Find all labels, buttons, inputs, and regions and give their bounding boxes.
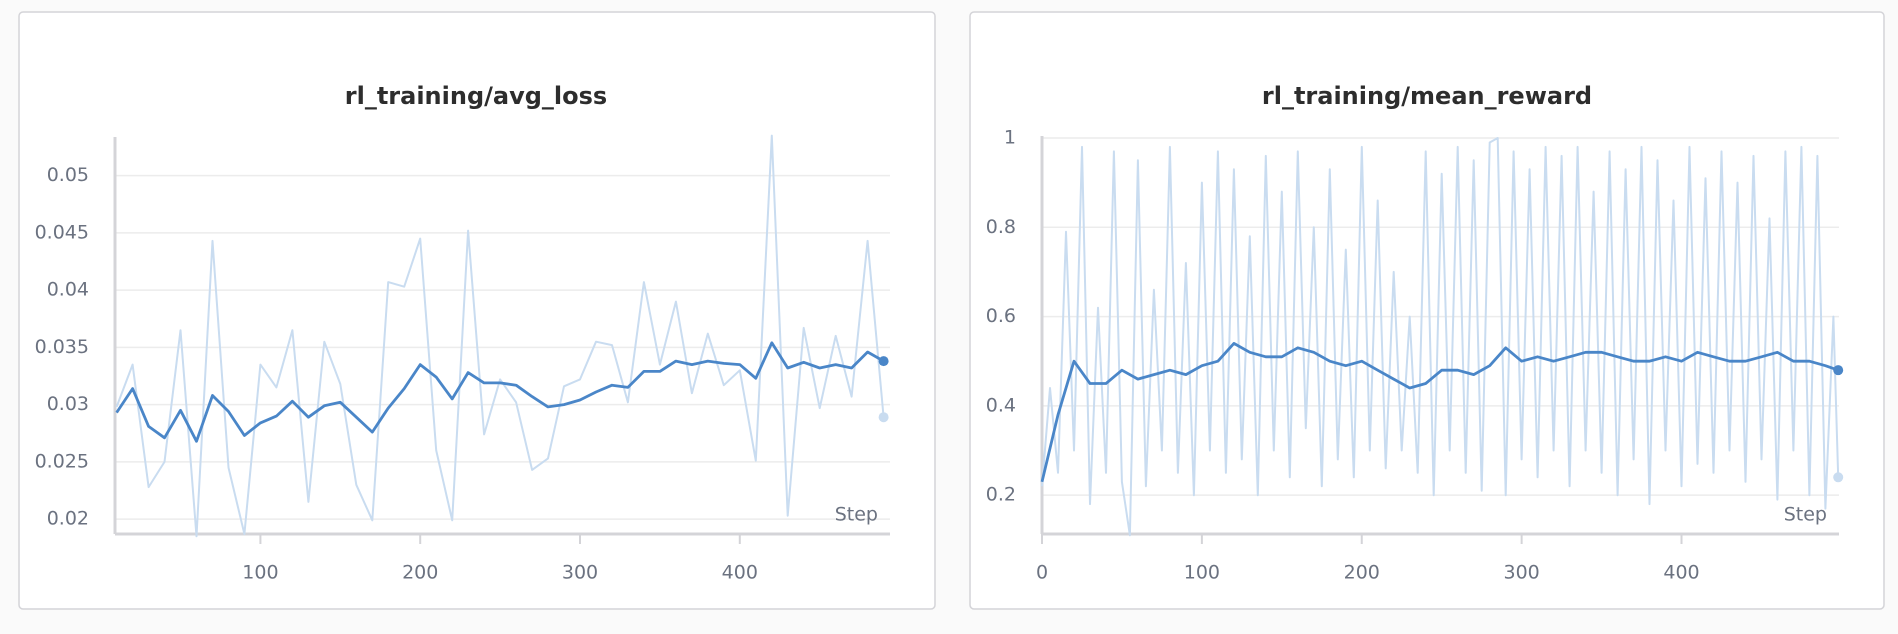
x-axis-label: Step bbox=[1784, 504, 1827, 526]
x-tick-label: 100 bbox=[1184, 562, 1220, 584]
x-tick-label: 300 bbox=[1504, 562, 1540, 584]
x-tick-label: 100 bbox=[242, 562, 278, 584]
end-point bbox=[878, 356, 889, 367]
y-tick-label: 0.025 bbox=[35, 450, 89, 472]
chart-title: rl_training/mean_reward bbox=[1262, 82, 1592, 110]
y-tick-label: 0.6 bbox=[986, 305, 1016, 327]
end-point bbox=[878, 412, 889, 423]
series-line bbox=[115, 341, 885, 443]
x-tick-label: 0 bbox=[1036, 562, 1048, 584]
x-tick-label: 400 bbox=[722, 562, 758, 584]
y-tick-label: 0.02 bbox=[47, 508, 89, 530]
x-axis-label: Step bbox=[835, 504, 878, 526]
series-line bbox=[1041, 137, 1840, 537]
y-tick-label: 0.4 bbox=[986, 394, 1016, 416]
y-tick-label: 1 bbox=[1004, 127, 1016, 149]
series-line bbox=[115, 134, 885, 538]
series-line bbox=[1040, 342, 1839, 483]
y-tick-label: 0.05 bbox=[47, 164, 89, 186]
y-tick-label: 0.03 bbox=[47, 393, 89, 415]
end-point bbox=[1833, 365, 1844, 376]
panel bbox=[969, 11, 1885, 610]
x-tick-label: 400 bbox=[1663, 562, 1699, 584]
y-tick-label: 0.8 bbox=[986, 216, 1016, 238]
x-tick-label: 200 bbox=[1344, 562, 1380, 584]
y-tick-label: 0.04 bbox=[47, 279, 89, 301]
end-point bbox=[1833, 472, 1844, 483]
y-tick-label: 0.035 bbox=[35, 336, 89, 358]
x-tick-label: 300 bbox=[562, 562, 598, 584]
y-tick-label: 0.2 bbox=[986, 484, 1016, 506]
y-tick-label: 0.045 bbox=[35, 221, 89, 243]
panel bbox=[18, 11, 936, 610]
x-tick-label: 200 bbox=[402, 562, 438, 584]
chart-title: rl_training/avg_loss bbox=[345, 82, 607, 110]
